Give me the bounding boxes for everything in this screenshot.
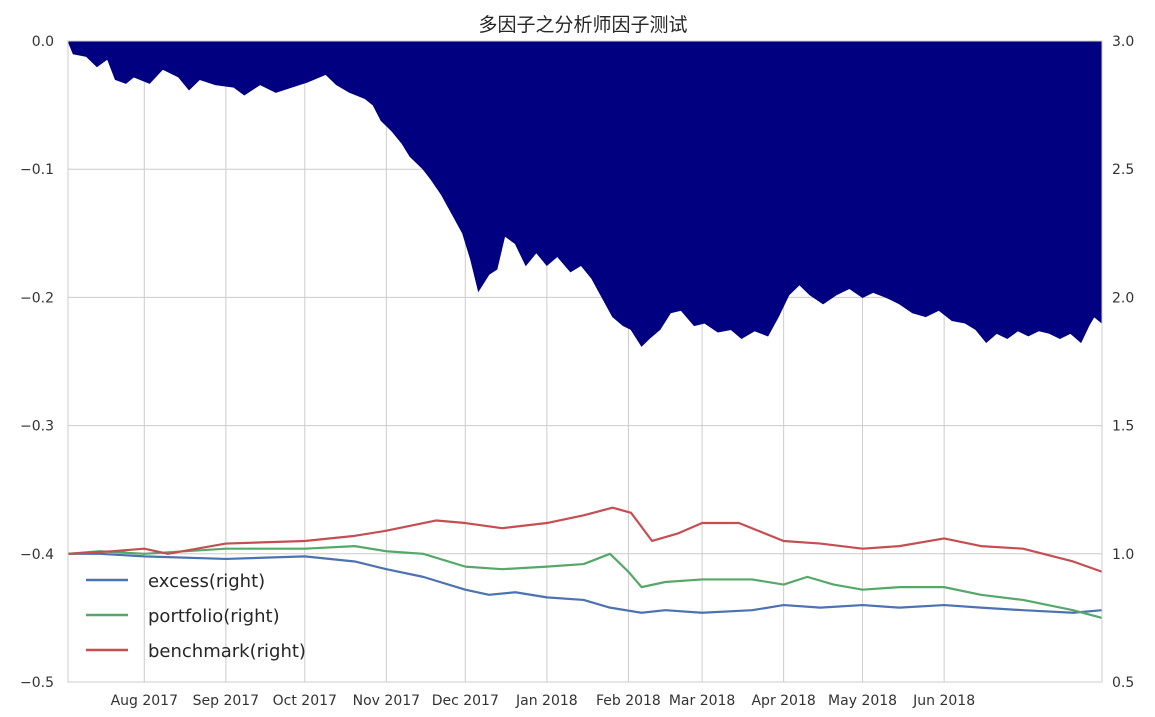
drawdown-area-layer	[67, 40, 1103, 347]
y-left-tick-label: −0.2	[20, 290, 54, 306]
series-lines-layer	[67, 506, 1103, 619]
x-tick-label: Oct 2017	[273, 693, 337, 709]
legend-label: excess(right)	[148, 571, 265, 592]
y-right-tick-label: 1.0	[1112, 547, 1134, 563]
y-right-tick-label: 2.0	[1112, 290, 1134, 306]
legend: excess(right) portfolio(right) benchmark(r…	[86, 571, 306, 662]
axes: Aug 2017 Sep 2017 Oct 2017 Nov 2017 Dec 2017…	[20, 34, 1134, 709]
x-tick-label: Jun 2018	[912, 693, 975, 709]
y-left-tick-label: 0.0	[32, 34, 54, 50]
y-right-tick-label: 1.5	[1112, 419, 1134, 435]
y-left-tick-label: −0.4	[20, 547, 54, 563]
x-tick-label: Apr 2018	[751, 693, 815, 709]
series-line-benchmark	[67, 506, 1103, 573]
x-tick-label: Jan 2018	[515, 693, 578, 709]
x-tick-label: Sep 2017	[193, 693, 259, 709]
plot-border	[67, 40, 1103, 683]
legend-label: benchmark(right)	[148, 641, 306, 662]
x-tick-label: Mar 2018	[669, 693, 736, 709]
y-right-tick-label: 2.5	[1112, 162, 1134, 178]
x-tick-label: Nov 2017	[353, 693, 420, 709]
x-tick-label: Dec 2017	[432, 693, 499, 709]
series-line-portfolio	[67, 545, 1103, 619]
legend-label: portfolio(right)	[148, 606, 280, 627]
x-tick-label: Aug 2017	[111, 693, 178, 709]
drawdown-area	[67, 40, 1103, 347]
y-left-tick-label: −0.5	[20, 675, 54, 691]
y-left-tick-label: −0.3	[20, 419, 54, 435]
x-tick-label: May 2018	[828, 693, 897, 709]
y-left-tick-label: −0.1	[20, 162, 54, 178]
y-right-tick-label: 0.5	[1112, 675, 1134, 691]
x-tick-label: Feb 2018	[596, 693, 661, 709]
y-right-tick-label: 3.0	[1112, 34, 1134, 50]
series-line-excess	[68, 552, 1103, 614]
chart-title: 多因子之分析师因子测试	[478, 14, 687, 36]
